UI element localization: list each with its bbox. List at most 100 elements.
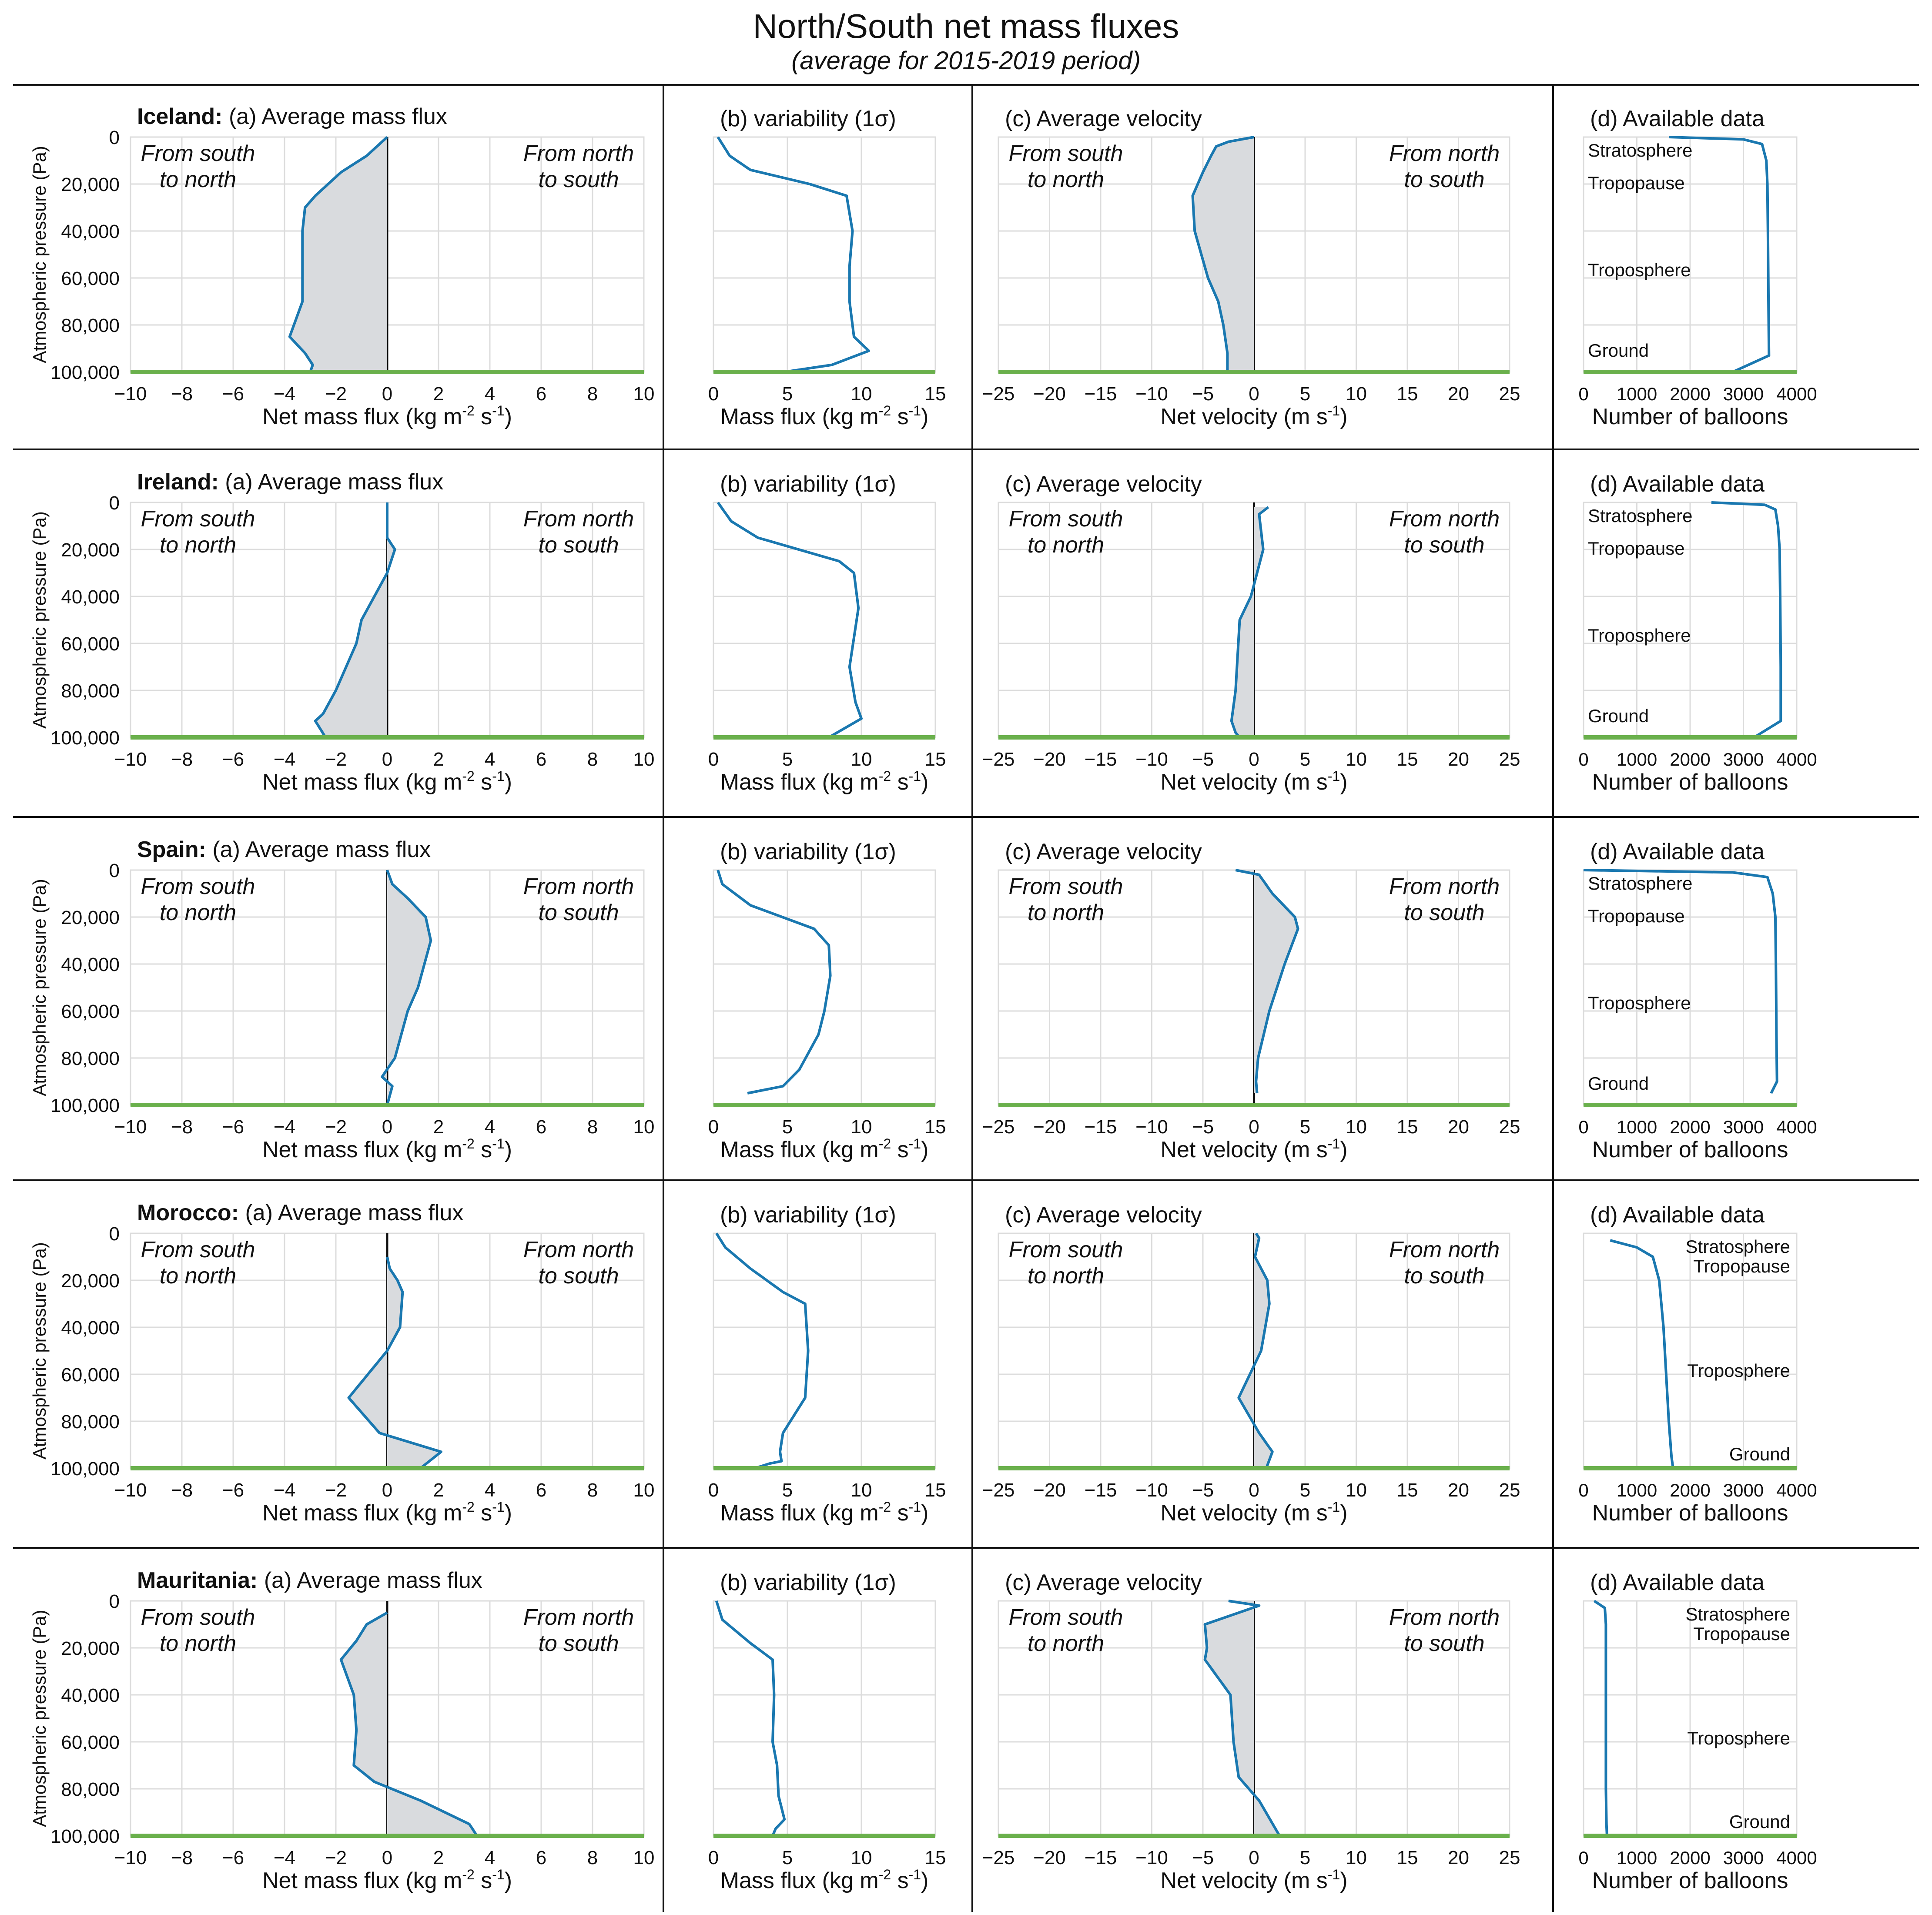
direction-label-south: From south <box>141 1605 255 1630</box>
x-tick-label: −2 <box>325 383 347 405</box>
x-tick-label: −6 <box>222 1116 244 1138</box>
x-tick-label: 2000 <box>1670 384 1710 404</box>
direction-label-south: From south <box>1009 1605 1123 1630</box>
x-tick-label: 15 <box>925 1847 946 1868</box>
x-tick-label: −20 <box>1033 1480 1066 1501</box>
direction-label-south: to north <box>1028 900 1104 925</box>
direction-label-north: to south <box>1404 1263 1484 1289</box>
x-tick-label: −10 <box>114 383 147 405</box>
x-tick-label: −8 <box>171 383 193 405</box>
x-axis-label-part: s <box>891 1500 908 1526</box>
direction-label-north: to south <box>538 1263 619 1289</box>
direction-label-south: From south <box>1009 141 1123 166</box>
x-tick-label: 25 <box>1499 383 1520 405</box>
x-tick-label: 6 <box>536 749 546 770</box>
panel-title: Iceland: (a) Average mass flux <box>137 104 447 129</box>
direction-label-south: From south <box>1009 874 1123 899</box>
x-axis-label-part: -1 <box>1328 1136 1340 1152</box>
country-name: Ireland: <box>137 469 225 495</box>
x-axis-label: Number of balloons <box>1592 404 1788 429</box>
flux-fill <box>348 1257 441 1468</box>
x-tick-label: −25 <box>982 1480 1015 1501</box>
x-tick-label: 15 <box>1397 1847 1418 1868</box>
figure-title: North/South net mass fluxes <box>753 7 1179 45</box>
panel-title-text: (a) Average mass flux <box>212 837 431 862</box>
x-axis-label-part: ) <box>1340 1868 1347 1893</box>
x-tick-label: 2 <box>433 749 444 770</box>
x-tick-label: 10 <box>851 383 872 405</box>
x-tick-label: 2 <box>433 1480 444 1501</box>
x-tick-label: 20 <box>1448 383 1469 405</box>
x-axis-label: Number of balloons <box>1592 1137 1788 1162</box>
direction-label-north: to south <box>538 1631 619 1656</box>
x-tick-label: 8 <box>587 383 598 405</box>
series-line <box>1230 506 1269 738</box>
x-axis-label-part: ) <box>921 1500 928 1526</box>
x-tick-label: 0 <box>1578 1848 1588 1868</box>
layer-label: Stratosphere <box>1686 1604 1790 1624</box>
direction-label-north: to south <box>1404 1631 1484 1656</box>
y-tick-label: 100,000 <box>50 1095 120 1116</box>
x-tick-label: 4000 <box>1776 1117 1817 1137</box>
x-tick-label: 4000 <box>1776 749 1817 770</box>
direction-label-south: From south <box>141 506 255 532</box>
x-axis-label-part: Number of balloons <box>1592 1500 1788 1526</box>
layer-label: Tropopause <box>1693 1256 1790 1276</box>
y-tick-label: 40,000 <box>61 586 120 608</box>
x-tick-label: 10 <box>633 1847 655 1868</box>
y-tick-label: 60,000 <box>61 1732 120 1753</box>
y-tick-label: 60,000 <box>61 633 120 655</box>
x-axis-label-part: Mass flux (kg m <box>720 1500 879 1526</box>
layer-label: Ground <box>1588 340 1649 361</box>
layer-label: Tropopause <box>1693 1624 1790 1644</box>
panel-title: (c) Average velocity <box>1005 1570 1202 1595</box>
x-tick-label: 0 <box>382 749 392 770</box>
x-axis-label: Mass flux (kg m-2 s-1) <box>720 1499 929 1526</box>
x-tick-label: 3000 <box>1723 384 1764 404</box>
layer-label: Troposphere <box>1588 260 1691 280</box>
y-tick-label: 40,000 <box>61 954 120 975</box>
series-line <box>1203 1600 1281 1837</box>
x-tick-label: −10 <box>1135 383 1168 405</box>
series-line <box>1711 501 1782 739</box>
x-tick-label: −25 <box>982 1847 1015 1868</box>
x-tick-label: −6 <box>222 383 244 405</box>
y-tick-label: 20,000 <box>61 174 120 195</box>
x-tick-label: −20 <box>1033 1116 1066 1138</box>
plot-area <box>713 136 936 373</box>
x-tick-label: 5 <box>1300 1480 1310 1501</box>
x-tick-label: 4000 <box>1776 1480 1817 1500</box>
panel-d: 0 1000 2000 3000 4000 (d) Available data Strat… <box>1578 472 1817 770</box>
series-line <box>381 869 432 1105</box>
y-tick-label: 100,000 <box>50 1826 120 1847</box>
x-tick-label: 6 <box>536 383 546 405</box>
x-tick-label: 5 <box>1300 749 1310 770</box>
y-tick-label: 60,000 <box>61 1001 120 1022</box>
x-tick-label: 1000 <box>1617 384 1657 404</box>
layer-label: Troposphere <box>1687 1360 1790 1381</box>
panel-d: 0 1000 2000 3000 4000 (d) Available data Strat… <box>1578 839 1817 1137</box>
x-tick-label: −8 <box>171 1116 193 1138</box>
x-axis-label: Net mass flux (kg m-2 s-1) <box>262 403 512 429</box>
series-line <box>1610 1239 1674 1469</box>
x-tick-label: −4 <box>274 1847 295 1868</box>
series-line <box>717 136 870 373</box>
x-axis-label: Net velocity (m s-1) <box>1160 1867 1347 1893</box>
direction-label-north: From north <box>523 506 634 532</box>
layer-label: Troposphere <box>1687 1728 1790 1748</box>
direction-label-north: to south <box>1404 900 1484 925</box>
panel-title-text: (a) Average mass flux <box>245 1200 463 1225</box>
direction-label-north: to south <box>538 167 619 192</box>
x-axis-label-part: s <box>891 1137 908 1162</box>
x-tick-label: −4 <box>274 383 295 405</box>
layer-label: Tropopause <box>1588 538 1685 559</box>
y-tick-label: 80,000 <box>61 1048 120 1069</box>
x-tick-label: −15 <box>1085 1847 1117 1868</box>
x-tick-label: 10 <box>851 1480 872 1501</box>
x-tick-label: 10 <box>633 749 655 770</box>
x-tick-label: 6 <box>536 1480 546 1501</box>
x-axis-label: Net velocity (m s-1) <box>1160 1499 1347 1526</box>
x-tick-label: 5 <box>1300 383 1310 405</box>
panel-b: 0 5 10 15 (b) variability (1σ) <box>708 839 946 1138</box>
